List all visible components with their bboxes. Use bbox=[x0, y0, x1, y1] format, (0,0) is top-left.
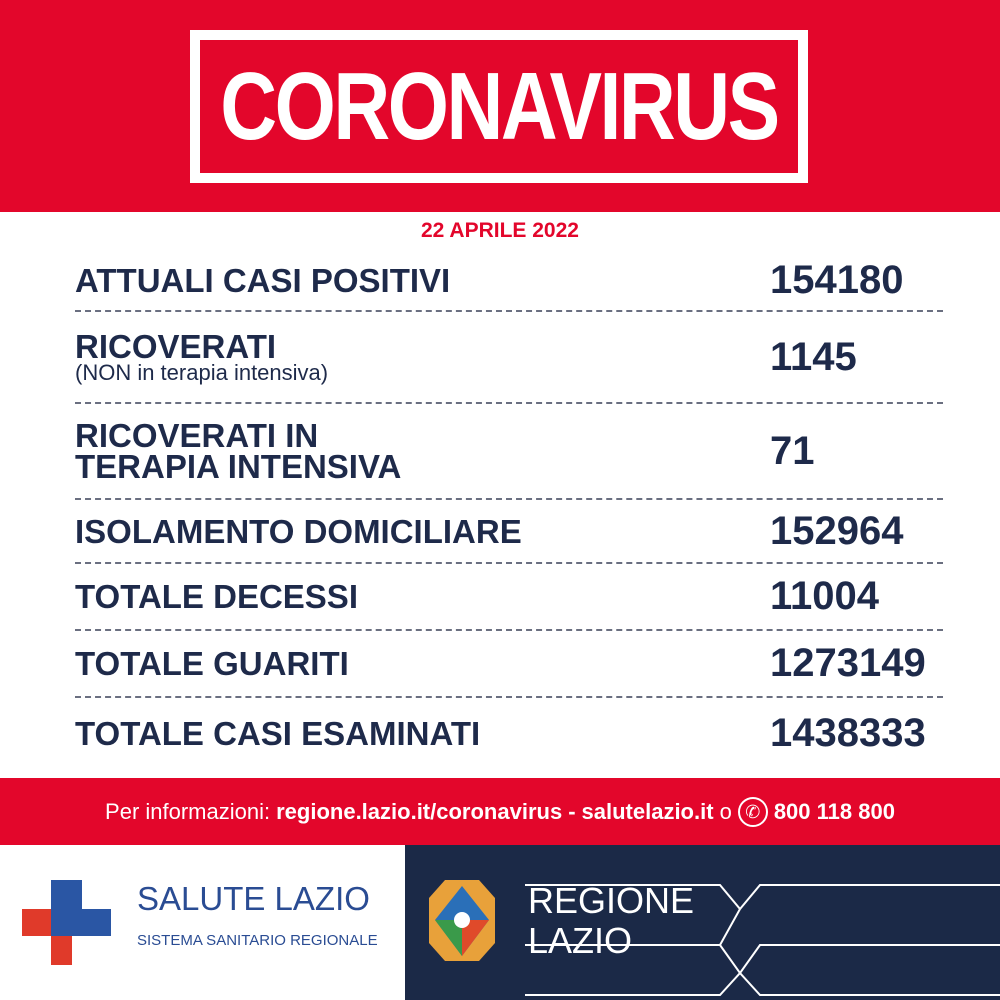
stat-label-group: RICOVERATI (NON in terapia intensiva) bbox=[75, 327, 770, 385]
cross-logo-icon bbox=[22, 880, 111, 965]
stat-row: ATTUALI CASI POSITIVI 154180 bbox=[75, 250, 943, 312]
stat-row: ISOLAMENTO DOMICILIARE 152964 bbox=[75, 500, 943, 564]
salute-lazio-subtitle: SISTEMA SANITARIO REGIONALE bbox=[137, 932, 378, 949]
header-banner: CORONAVIRUS bbox=[0, 0, 1000, 212]
link-regione[interactable]: regione.lazio.it/coronavirus bbox=[276, 798, 563, 824]
decorative-lines bbox=[525, 884, 1000, 996]
stat-label: TOTALE CASI ESAMINATI bbox=[75, 714, 481, 752]
info-or: o bbox=[719, 798, 732, 824]
stat-value: 1273149 bbox=[770, 641, 926, 685]
stat-value: 1438333 bbox=[770, 710, 926, 755]
stat-label: RICOVERATI bbox=[75, 327, 277, 365]
stat-label: TOTALE DECESSI bbox=[75, 578, 358, 615]
phone-number[interactable]: 800 118 800 bbox=[773, 798, 895, 824]
stat-row: RICOVERATI (NON in terapia intensiva) 114… bbox=[75, 312, 943, 404]
stat-label: ISOLAMENTO DOMICILIARE bbox=[75, 512, 522, 550]
regione-lazio-panel bbox=[405, 845, 1000, 1000]
stat-value: 154180 bbox=[770, 257, 904, 302]
stat-value: 152964 bbox=[770, 508, 904, 553]
stat-value: 1145 bbox=[770, 334, 857, 379]
stat-label: TOTALE GUARITI bbox=[75, 645, 349, 682]
page-title: CORONAVIRUS bbox=[220, 52, 780, 160]
stat-label-line2: TERAPIA INTENSIVA bbox=[75, 448, 402, 485]
stat-row: TOTALE GUARITI 1273149 bbox=[75, 631, 943, 698]
info-bar: Per informazioni: regione.lazio.it/coron… bbox=[0, 778, 1000, 845]
regione-title-line1: REGIONE bbox=[528, 880, 695, 921]
title-box: CORONAVIRUS bbox=[190, 30, 808, 183]
stat-sublabel: (NON in terapia intensiva) bbox=[75, 359, 329, 385]
link-salutelazio[interactable]: salutelazio.it bbox=[581, 798, 714, 824]
stat-label: ATTUALI CASI POSITIVI bbox=[75, 261, 451, 299]
regione-title-line2: LAZIO bbox=[528, 920, 633, 961]
phone-icon: ✆ bbox=[737, 796, 768, 827]
regione-crest-icon bbox=[429, 880, 495, 961]
stat-value: 11004 bbox=[770, 574, 880, 618]
stat-row: TOTALE DECESSI 11004 bbox=[75, 564, 943, 631]
info-prefix: Per informazioni: bbox=[105, 798, 271, 824]
stat-label-group: RICOVERATI IN TERAPIA INTENSIVA bbox=[75, 417, 770, 485]
salute-lazio-panel bbox=[0, 845, 405, 1000]
stat-row: RICOVERATI IN TERAPIA INTENSIVA 71 bbox=[75, 404, 943, 500]
info-separator: - bbox=[568, 798, 576, 824]
salute-lazio-title: SALUTE LAZIO bbox=[137, 880, 370, 917]
stat-label: RICOVERATI IN bbox=[75, 417, 319, 454]
stat-row: TOTALE CASI ESAMINATI 1438333 bbox=[75, 698, 943, 768]
stat-value: 71 bbox=[770, 428, 815, 473]
report-date: 22 APRILE 2022 bbox=[421, 219, 579, 242]
